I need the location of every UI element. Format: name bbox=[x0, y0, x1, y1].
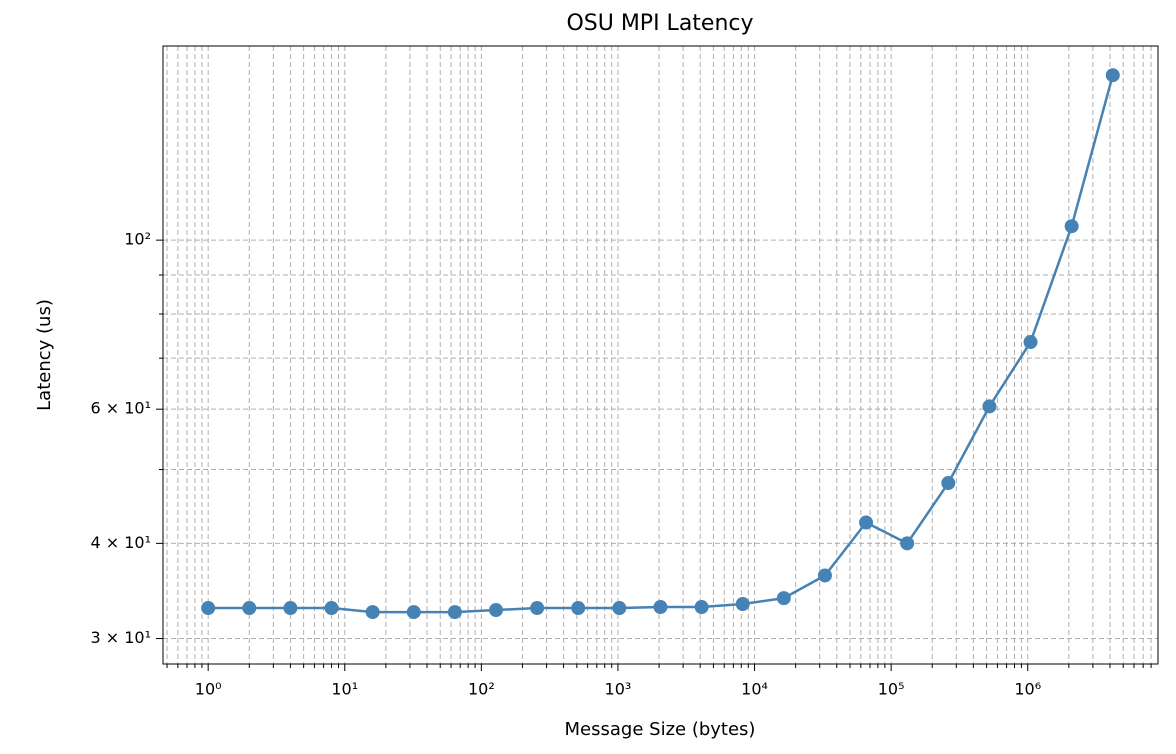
data-point bbox=[530, 601, 545, 616]
data-point bbox=[201, 601, 216, 616]
data-point bbox=[571, 601, 586, 616]
data-point bbox=[1023, 335, 1038, 350]
y-tick-label: 6 × 10¹ bbox=[90, 399, 151, 418]
data-point bbox=[488, 603, 503, 618]
data-point bbox=[941, 476, 956, 491]
data-point bbox=[694, 600, 709, 615]
data-point bbox=[817, 568, 832, 583]
data-point bbox=[859, 515, 874, 530]
chart-title: OSU MPI Latency bbox=[566, 11, 753, 36]
data-point bbox=[406, 605, 421, 620]
plot-frame bbox=[162, 45, 1159, 665]
data-point bbox=[283, 601, 298, 616]
x-axis-label: Message Size (bytes) bbox=[565, 719, 756, 740]
data-point bbox=[242, 601, 257, 616]
x-tick-label: 10⁰ bbox=[195, 680, 222, 699]
data-point bbox=[982, 399, 997, 414]
x-tick-label: 10⁶ bbox=[1014, 680, 1041, 699]
data-point bbox=[1105, 68, 1120, 83]
y-tick-label: 4 × 10¹ bbox=[90, 533, 151, 552]
data-point bbox=[1064, 219, 1079, 234]
data-point bbox=[447, 605, 462, 620]
x-tick-label: 10¹ bbox=[331, 680, 358, 699]
data-point bbox=[365, 605, 380, 620]
data-point bbox=[900, 536, 915, 551]
x-tick-label: 10⁴ bbox=[741, 680, 768, 699]
x-tick-label: 10³ bbox=[605, 680, 632, 699]
y-axis-label: Latency (us) bbox=[34, 299, 55, 411]
data-point bbox=[653, 600, 668, 615]
x-tick-label: 10⁵ bbox=[878, 680, 905, 699]
data-point bbox=[612, 601, 627, 616]
data-point bbox=[735, 597, 750, 612]
y-tick-label: 10² bbox=[124, 230, 151, 249]
data-point bbox=[324, 601, 339, 616]
data-point bbox=[776, 591, 791, 606]
y-tick-label: 3 × 10¹ bbox=[90, 628, 151, 647]
x-tick-label: 10² bbox=[468, 680, 495, 699]
data-line bbox=[208, 74, 1114, 614]
